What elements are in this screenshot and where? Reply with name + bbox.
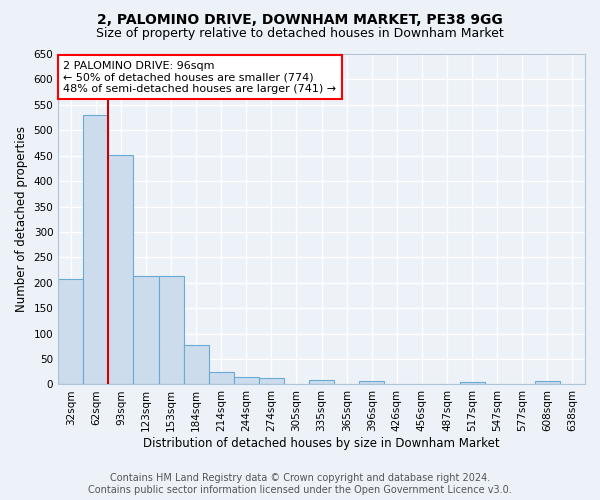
Bar <box>83 115 109 384</box>
Bar <box>58 279 83 384</box>
X-axis label: Distribution of detached houses by size in Downham Market: Distribution of detached houses by size … <box>143 437 500 450</box>
Bar <box>359 381 385 384</box>
Bar <box>109 154 133 384</box>
Text: 2, PALOMINO DRIVE, DOWNHAM MARKET, PE38 9GG: 2, PALOMINO DRIVE, DOWNHAM MARKET, PE38 … <box>97 12 503 26</box>
Bar <box>535 381 560 384</box>
Bar <box>259 378 284 384</box>
Bar <box>184 346 209 385</box>
Bar <box>209 372 234 384</box>
Text: 2 PALOMINO DRIVE: 96sqm
← 50% of detached houses are smaller (774)
48% of semi-d: 2 PALOMINO DRIVE: 96sqm ← 50% of detache… <box>64 60 337 94</box>
Bar <box>309 380 334 384</box>
Bar <box>158 276 184 384</box>
Bar <box>234 377 259 384</box>
Y-axis label: Number of detached properties: Number of detached properties <box>15 126 28 312</box>
Bar <box>460 382 485 384</box>
Bar <box>133 276 158 384</box>
Text: Size of property relative to detached houses in Downham Market: Size of property relative to detached ho… <box>96 28 504 40</box>
Text: Contains HM Land Registry data © Crown copyright and database right 2024.
Contai: Contains HM Land Registry data © Crown c… <box>88 474 512 495</box>
